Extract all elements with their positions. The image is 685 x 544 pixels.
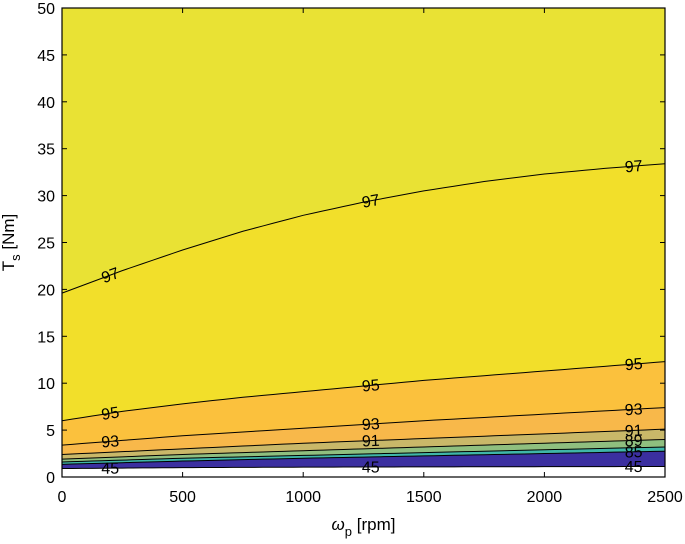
x-label-subscript: p	[345, 524, 352, 539]
contour-label-text: 97	[361, 192, 382, 212]
contour-line-97	[61, 163, 666, 294]
contour-label-text: 93	[361, 416, 380, 434]
y-tick-label: 15	[37, 329, 55, 346]
contour-line-89	[61, 438, 666, 460]
contour-label-45: 45	[101, 461, 119, 478]
y-tick-label: 5	[46, 423, 55, 440]
contour-label-text: 85	[625, 444, 643, 461]
contour-label-text: 95	[624, 356, 643, 374]
contour-label-text: 91	[624, 423, 643, 441]
contour-label-text: 45	[625, 459, 643, 476]
contour-label-95: 95	[100, 404, 120, 424]
contour-label-97: 97	[361, 192, 382, 212]
y-tick-label: 50	[37, 1, 55, 18]
contour-label-text: 97	[99, 265, 122, 287]
y-label-subscript: s	[8, 254, 23, 261]
contour-label-text: 91	[362, 433, 381, 451]
contour-fill-regions	[62, 8, 665, 477]
contour-label-text: 95	[361, 377, 380, 396]
contour-label-95: 95	[361, 377, 380, 396]
contour-label-91: 91	[624, 423, 643, 441]
y-label-unit: [Nm]	[0, 214, 18, 255]
contour-line-91	[61, 428, 666, 455]
contour-label-93: 93	[101, 433, 120, 451]
y-tick-label: 25	[37, 236, 55, 253]
x-tick-label: 1000	[285, 489, 321, 506]
contour-label-45: 45	[625, 459, 643, 476]
y-axis-label: Ts [Nm]	[0, 214, 23, 272]
y-label-symbol: T	[0, 261, 18, 271]
contour-label-85: 85	[625, 444, 643, 461]
contour-label-45: 45	[362, 459, 380, 476]
contour-label-text: 89	[625, 433, 643, 451]
x-tick-label: 1500	[406, 489, 442, 506]
contour-line-85	[61, 450, 666, 465]
contour-label-text: 45	[101, 461, 119, 478]
contour-lines	[61, 163, 666, 470]
contour-label-93: 93	[361, 416, 380, 434]
x-tick-label: 2500	[647, 489, 683, 506]
y-axis-ticks: 0 5 10 15 20 25 30 35 40 45 50	[37, 1, 665, 487]
contour-label-text: 97	[624, 158, 643, 176]
contour-label-text: 95	[100, 404, 120, 424]
y-tick-label: 10	[37, 376, 55, 393]
y-tick-label: 40	[37, 95, 55, 112]
contour-line-93	[61, 407, 666, 446]
x-tick-label: 2000	[527, 489, 563, 506]
y-tick-label: 45	[37, 48, 55, 65]
contour-label-89: 89	[625, 433, 643, 451]
x-label-symbol: ω	[332, 515, 345, 534]
contour-label-text: 45	[362, 459, 380, 476]
y-tick-label: 30	[37, 189, 55, 206]
contour-line-45	[61, 465, 666, 470]
contour-label-95: 95	[624, 356, 643, 374]
x-tick-label: 500	[169, 489, 196, 506]
contour-label-93: 93	[624, 401, 643, 419]
contour-label-text: 93	[101, 433, 120, 451]
contour-line-95	[61, 361, 666, 422]
y-tick-label: 20	[37, 282, 55, 299]
x-label-unit: [rpm]	[352, 515, 395, 534]
y-tick-label: 35	[37, 142, 55, 159]
contour-label-91: 91	[362, 433, 381, 451]
x-axis-ticks: 0 500 1000 1500 2000 2500	[58, 8, 683, 506]
x-axis-label: ωp [rpm]	[332, 515, 396, 539]
fill-below-45	[62, 466, 665, 477]
y-tick-label: 0	[46, 470, 55, 487]
contour-line-87	[61, 446, 666, 463]
contour-label-97: 97	[624, 158, 643, 176]
contour-label-97: 97	[99, 265, 122, 287]
x-tick-label: 0	[58, 489, 67, 506]
contour-label-text: 93	[624, 401, 643, 419]
